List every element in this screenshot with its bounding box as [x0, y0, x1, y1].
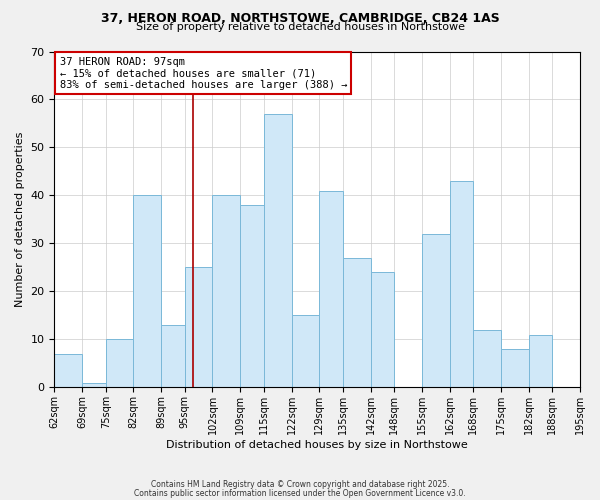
- Text: Size of property relative to detached houses in Northstowe: Size of property relative to detached ho…: [136, 22, 464, 32]
- Text: 37, HERON ROAD, NORTHSTOWE, CAMBRIDGE, CB24 1AS: 37, HERON ROAD, NORTHSTOWE, CAMBRIDGE, C…: [101, 12, 499, 26]
- Y-axis label: Number of detached properties: Number of detached properties: [15, 132, 25, 307]
- Bar: [264, 114, 292, 388]
- Bar: [55, 354, 82, 388]
- Bar: [212, 196, 240, 388]
- Bar: [161, 325, 185, 388]
- Bar: [319, 190, 343, 388]
- Bar: [473, 330, 501, 388]
- Text: Contains public sector information licensed under the Open Government Licence v3: Contains public sector information licen…: [134, 488, 466, 498]
- Bar: [501, 349, 529, 388]
- Bar: [185, 268, 212, 388]
- Bar: [240, 205, 264, 388]
- Bar: [133, 196, 161, 388]
- Text: 37 HERON ROAD: 97sqm
← 15% of detached houses are smaller (71)
83% of semi-detac: 37 HERON ROAD: 97sqm ← 15% of detached h…: [59, 56, 347, 90]
- X-axis label: Distribution of detached houses by size in Northstowe: Distribution of detached houses by size …: [166, 440, 468, 450]
- Bar: [343, 258, 371, 388]
- Bar: [292, 316, 319, 388]
- Bar: [371, 272, 394, 388]
- Bar: [422, 234, 449, 388]
- Bar: [449, 181, 473, 388]
- Bar: [82, 382, 106, 388]
- Bar: [529, 334, 553, 388]
- Bar: [106, 340, 133, 388]
- Text: Contains HM Land Registry data © Crown copyright and database right 2025.: Contains HM Land Registry data © Crown c…: [151, 480, 449, 489]
